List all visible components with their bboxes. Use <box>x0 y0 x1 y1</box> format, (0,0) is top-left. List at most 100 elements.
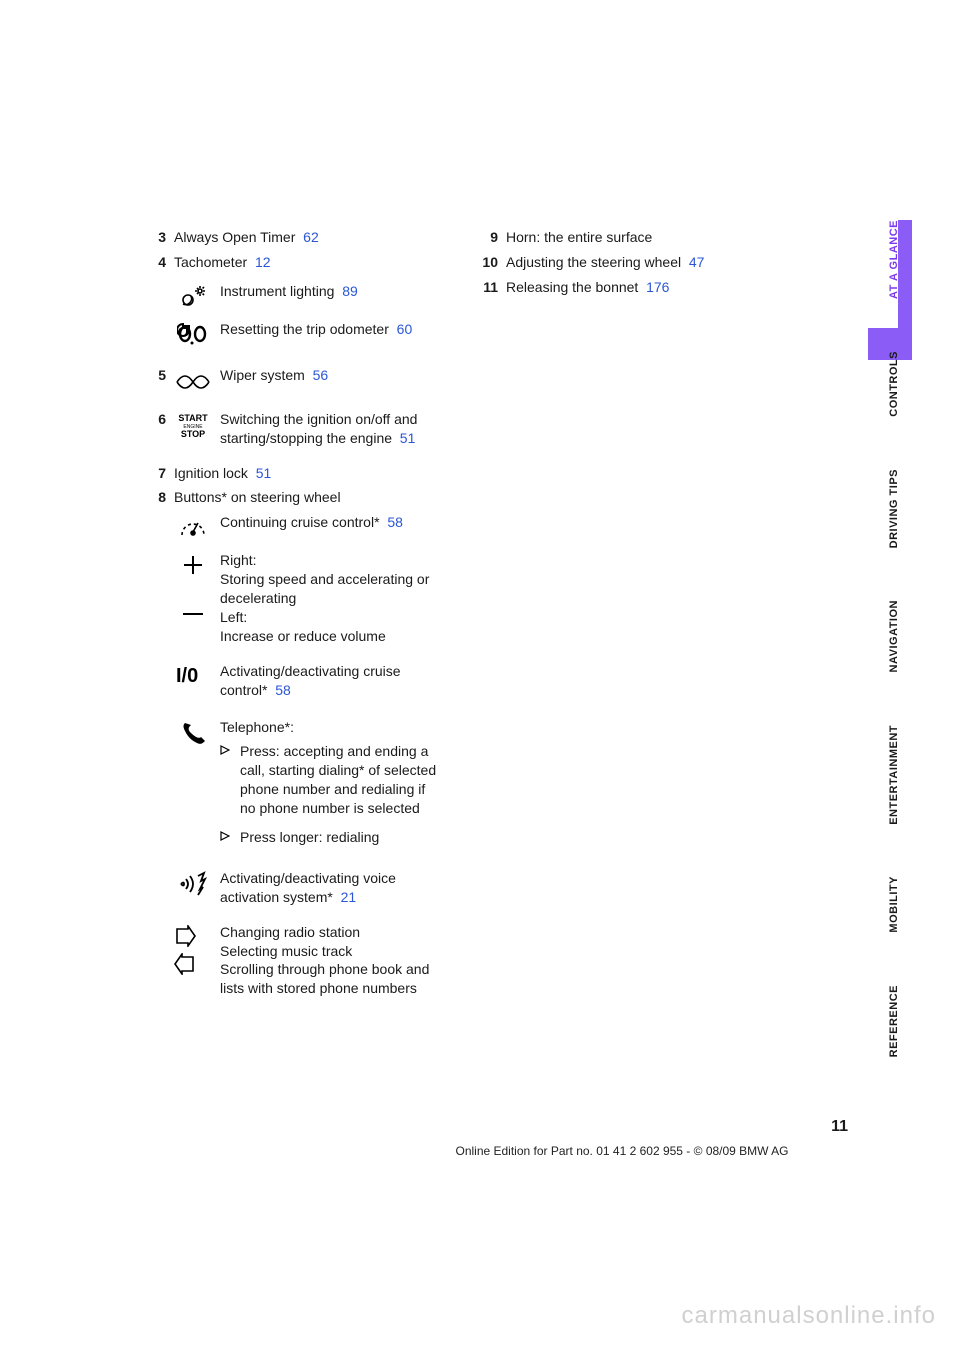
sub-bullet-2: Press longer: redialing <box>220 828 442 847</box>
content-columns: 3 Always Open Timer 62 4 Tachometer 12 I… <box>142 228 872 1008</box>
page-root: 3 Always Open Timer 62 4 Tachometer 12 I… <box>0 0 960 1358</box>
tab-entertainment[interactable]: ENTERTAINMENT <box>888 725 900 825</box>
item-4a: Instrument lighting 89 <box>174 282 442 310</box>
item-number: 4 <box>142 253 166 272</box>
item-text: Tachometer 12 <box>174 253 271 272</box>
item-text: Left: Increase or reduce volume <box>220 608 386 646</box>
item-8f: Changing radio station Selecting music t… <box>174 923 442 999</box>
svg-text:START: START <box>178 413 208 423</box>
page-ref[interactable]: 58 <box>275 682 291 698</box>
label: Continuing cruise control <box>220 514 374 530</box>
svg-text:I/0: I/0 <box>176 665 198 686</box>
page-ref[interactable]: 51 <box>256 465 272 481</box>
page-ref[interactable]: 51 <box>400 430 416 446</box>
item-number: 3 <box>142 228 166 247</box>
page-ref[interactable]: 89 <box>342 283 358 299</box>
triangle-bullet-icon <box>220 745 230 755</box>
arrow-right-icon <box>174 925 196 947</box>
item-8a: Continuing cruise control* 58 <box>174 513 442 541</box>
arrow-left-icon <box>174 953 196 975</box>
direction-label: Left: <box>220 608 386 627</box>
page-ref[interactable]: 176 <box>646 279 669 295</box>
tab-mobility[interactable]: MOBILITY <box>888 876 900 933</box>
item-text: Switching the ignition on/off and starti… <box>220 410 442 448</box>
label: Activating/deactivating voice activation… <box>220 870 396 905</box>
label: Ignition lock <box>174 465 248 481</box>
voice-icon <box>174 869 212 897</box>
item-text: Changing radio station Selecting music t… <box>220 923 442 999</box>
tab-navigation[interactable]: NAVIGATION <box>888 600 900 672</box>
page-ref[interactable]: 58 <box>387 514 403 530</box>
page-ref[interactable]: 47 <box>689 254 705 270</box>
bullet-text: Press longer: redialing <box>240 828 379 847</box>
label: Always Open Timer <box>174 229 295 245</box>
item-text: Adjusting the steering wheel 47 <box>506 253 704 272</box>
side-tabs: AT A GLANCE CONTROLS DRIVING TIPS NAVIGA… <box>888 220 900 1057</box>
tab-reference[interactable]: REFERENCE <box>888 985 900 1057</box>
right-column: 9 Horn: the entire surface 10 Adjusting … <box>474 228 734 1008</box>
item-number: 6 <box>142 410 166 429</box>
label: Adjusting the steering wheel <box>506 254 681 270</box>
item-text: Continuing cruise control* 58 <box>220 513 403 532</box>
label: Telephone <box>220 719 285 735</box>
left-column: 3 Always Open Timer 62 4 Tachometer 12 I… <box>142 228 442 1008</box>
item-text: Ignition lock 51 <box>174 464 271 483</box>
label: Instrument lighting <box>220 283 334 299</box>
trip-odometer-icon <box>174 320 212 346</box>
sub-bullet-1: Press: accepting and ending a call, star… <box>220 742 442 818</box>
wiper-icon <box>174 366 212 390</box>
page-ref[interactable]: 62 <box>303 229 319 245</box>
item-text: Always Open Timer 62 <box>174 228 319 247</box>
cruise-dial-icon <box>174 513 212 541</box>
item-10: 10 Adjusting the steering wheel 47 <box>474 253 734 272</box>
svg-text:STOP: STOP <box>181 429 205 438</box>
start-stop-icon: STARTENGINESTOP <box>174 410 212 438</box>
footer-text: Online Edition for Part no. 01 41 2 602 … <box>142 1144 960 1158</box>
item-number: 7 <box>142 464 166 483</box>
label: Activating/deactivating cruise control <box>220 663 401 698</box>
phone-icon <box>174 718 212 746</box>
optional-star: * <box>262 682 267 698</box>
colon: : <box>290 719 294 735</box>
label: Releasing the bonnet <box>506 279 638 295</box>
item-6: 6 STARTENGINESTOP Switching the ignition… <box>142 410 442 448</box>
direction-label: Right: <box>220 551 442 570</box>
label: Horn: the entire surface <box>506 229 652 245</box>
item-text: Wiper system 56 <box>220 366 328 385</box>
label: Switching the ignition on/off and starti… <box>220 411 417 446</box>
item-text: Activating/deactivating voice activation… <box>220 869 442 907</box>
item-8d: Telephone*: Press: accepting and ending … <box>174 718 442 847</box>
item-number: 8 <box>142 488 166 507</box>
item-text: Instrument lighting 89 <box>220 282 358 301</box>
label: Resetting the trip odometer <box>220 321 389 337</box>
page-ref[interactable]: 12 <box>255 254 271 270</box>
item-8b2: Left: Increase or reduce volume <box>174 608 442 646</box>
item-8c: I/0 Activating/deactivating cruise contr… <box>174 662 442 700</box>
direction-text: Storing speed and accelerating or decele… <box>220 570 442 608</box>
item-text: Releasing the bonnet 176 <box>506 278 669 297</box>
tab-at-a-glance[interactable]: AT A GLANCE <box>888 220 900 299</box>
io-icon: I/0 <box>174 662 212 686</box>
tab-controls[interactable]: CONTROLS <box>888 351 900 417</box>
item-text: Telephone*: Press: accepting and ending … <box>220 718 442 847</box>
item-text: Activating/deactivating cruise control* … <box>220 662 442 700</box>
page-ref[interactable]: 60 <box>397 321 413 337</box>
item-4b: Resetting the trip odometer 60 <box>174 320 442 346</box>
item-9: 9 Horn: the entire surface <box>474 228 734 247</box>
item-number: 5 <box>142 366 166 385</box>
item-4: 4 Tachometer 12 <box>142 253 442 272</box>
item-number: 11 <box>474 278 498 297</box>
watermark: carmanualsonline.info <box>682 1302 936 1330</box>
active-tab-marker <box>898 220 912 360</box>
page-ref[interactable]: 21 <box>341 889 357 905</box>
tab-driving-tips[interactable]: DRIVING TIPS <box>888 469 900 548</box>
item-text: Right: Storing speed and accelerating or… <box>220 551 442 608</box>
item-number: 10 <box>474 253 498 272</box>
minus-icon <box>174 608 212 618</box>
bullet-text: Press: accepting and ending a call, star… <box>240 742 442 818</box>
page-number: 11 <box>831 1118 848 1136</box>
plus-icon <box>174 551 212 577</box>
page-ref[interactable]: 56 <box>313 367 329 383</box>
item-text: Buttons* on steering wheel <box>174 488 341 507</box>
item-text: Horn: the entire surface <box>506 228 652 247</box>
